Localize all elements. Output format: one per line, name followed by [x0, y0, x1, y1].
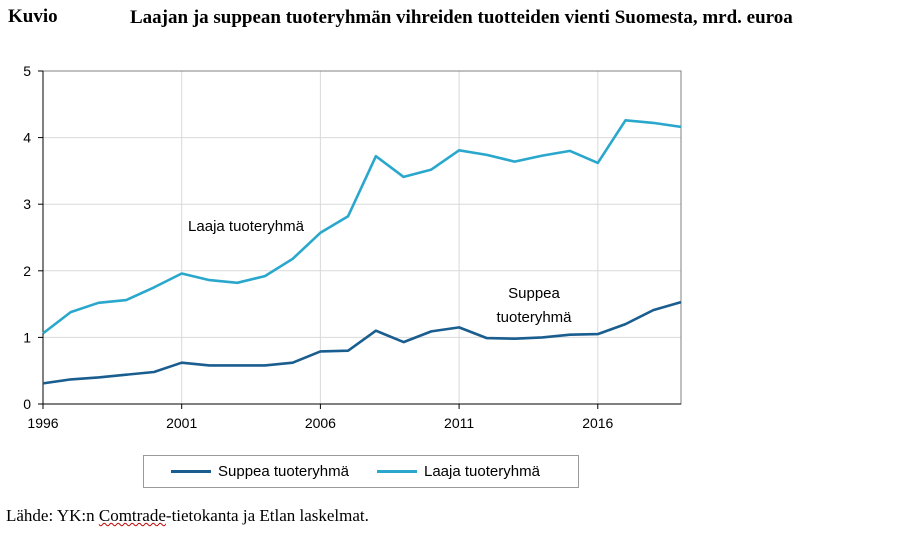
y-tick-label: 1 [23, 329, 31, 345]
y-tick-label: 2 [23, 263, 31, 279]
x-tick-label: 2011 [444, 415, 474, 431]
y-tick-label: 5 [23, 63, 31, 79]
source-note: Lähde: YK:n Comtrade-tietokanta ja Etlan… [6, 506, 369, 526]
y-tick-label: 0 [23, 396, 31, 412]
x-tick-label: 2016 [582, 415, 613, 431]
series-annotation-laaja: Laaja tuoteryhmä [188, 218, 305, 235]
source-underlined-word: Comtrade [98, 506, 166, 525]
series-annotations: Suppea tuoteryhmä Laaja tuoteryhmä [188, 218, 572, 326]
source-prefix: Lähde: YK:n [6, 506, 99, 525]
legend-label-laaja: Laaja tuoteryhmä [424, 463, 540, 480]
chart-legend: Suppea tuoteryhmä Laaja tuoteryhmä [143, 455, 579, 488]
figure-label: Kuvio [8, 6, 58, 27]
series-line-suppea [42, 300, 682, 385]
legend-label-suppea: Suppea tuoteryhmä [218, 463, 349, 480]
legend-item-suppea: Suppea tuoteryhmä [171, 456, 349, 487]
x-tick-label: 2001 [166, 415, 197, 431]
series-lines [42, 119, 682, 385]
y-tick-label: 4 [23, 130, 31, 146]
x-tick-label: 2006 [305, 415, 336, 431]
x-tick-label: 1996 [27, 415, 58, 431]
legend-swatch-laaja [377, 470, 417, 473]
source-suffix: -tietokanta ja Etlan laskelmat. [165, 506, 369, 525]
series-annotation-suppea: tuoteryhmä [496, 309, 572, 326]
y-tick-label: 3 [23, 196, 31, 212]
gridlines [38, 70, 682, 409]
plot-frame [42, 70, 682, 405]
legend-item-laaja: Laaja tuoteryhmä [377, 456, 540, 487]
x-axis-tick-labels: 1996 2001 2006 2011 2016 [27, 415, 613, 431]
legend-swatch-suppea [171, 470, 211, 473]
figure-title: Laajan ja suppean tuoteryhmän vihreiden … [130, 7, 793, 28]
series-annotation-suppea: Suppea [508, 285, 560, 302]
line-chart: 0 1 2 3 4 5 1996 2001 2006 2011 2016 Suppea tuoter… [23, 63, 682, 431]
series-line-laaja [42, 119, 682, 335]
y-axis-tick-labels: 0 1 2 3 4 5 [23, 63, 31, 412]
